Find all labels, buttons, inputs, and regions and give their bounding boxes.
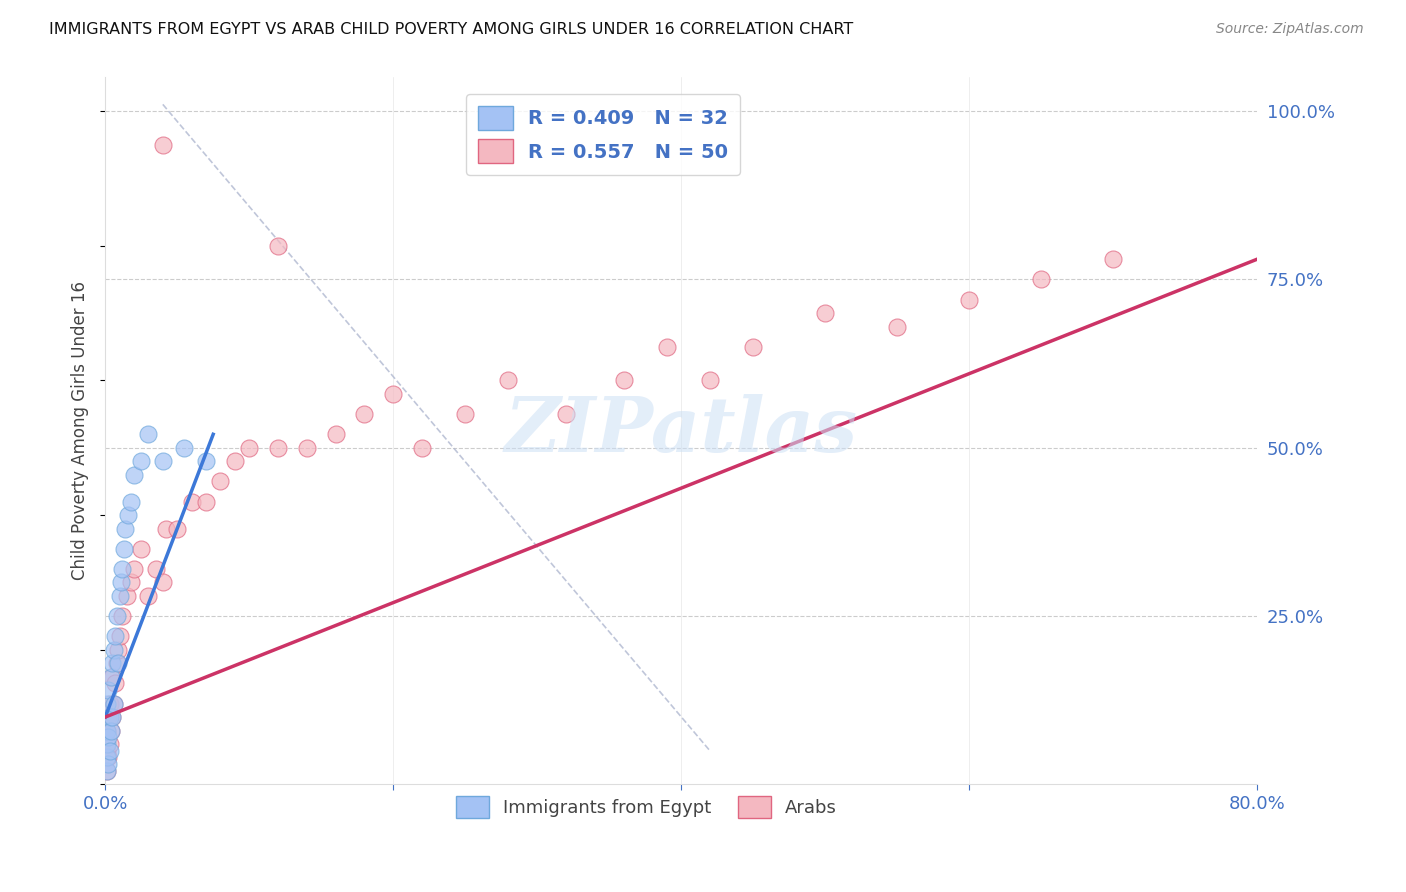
Point (122, 562, 145, 576)
Point (96, 723, 118, 738)
Point (100, 670, 122, 684)
Point (110, 575, 132, 590)
Text: ZIPatlas: ZIPatlas (505, 394, 858, 468)
Point (120, 494, 142, 508)
Point (122, 467, 145, 482)
Point (155, 522, 177, 536)
Point (742, 340, 765, 354)
Point (382, 387, 405, 401)
Point (104, 629, 127, 643)
Point (886, 319, 908, 334)
Point (97, 710, 120, 724)
Point (96, 737, 118, 751)
Point (173, 441, 195, 455)
Point (454, 407, 477, 421)
Point (1102, 252, 1125, 267)
Point (699, 373, 721, 387)
Point (325, 427, 347, 442)
Text: Source: ZipAtlas.com: Source: ZipAtlas.com (1216, 22, 1364, 37)
Point (105, 657, 128, 671)
Point (100, 723, 122, 738)
Point (152, 137, 174, 152)
Point (267, 441, 290, 455)
Point (612, 373, 634, 387)
Point (209, 475, 232, 489)
Point (655, 340, 678, 354)
Point (138, 427, 160, 442)
Point (555, 407, 578, 421)
Point (108, 589, 131, 603)
Point (224, 454, 246, 468)
Point (152, 454, 174, 468)
Point (98, 697, 121, 711)
Point (98, 737, 121, 751)
Point (353, 407, 375, 421)
Y-axis label: Child Poverty Among Girls Under 16: Child Poverty Among Girls Under 16 (72, 282, 89, 581)
Point (97, 731, 120, 745)
Point (195, 454, 218, 468)
Point (145, 562, 167, 576)
Point (96, 764, 118, 778)
Point (112, 541, 135, 556)
Point (117, 508, 139, 522)
Point (96, 744, 118, 758)
Point (96, 723, 118, 738)
Point (97, 683, 120, 698)
Point (1029, 272, 1052, 286)
Point (115, 589, 138, 603)
Point (96, 750, 118, 764)
Point (103, 697, 125, 711)
Point (103, 697, 125, 711)
Point (238, 441, 260, 455)
Point (195, 494, 218, 508)
Point (97, 750, 120, 764)
Point (98, 710, 121, 724)
Point (101, 670, 124, 684)
Point (111, 609, 134, 624)
Point (108, 629, 131, 643)
Point (267, 239, 290, 253)
Point (105, 609, 128, 624)
Point (107, 642, 129, 657)
Point (97, 757, 120, 772)
Point (814, 306, 837, 320)
Point (107, 657, 129, 671)
Point (100, 723, 122, 738)
Point (411, 441, 433, 455)
Legend: Immigrants from Egypt, Arabs: Immigrants from Egypt, Arabs (449, 789, 845, 825)
Point (104, 676, 127, 690)
Point (98, 744, 121, 758)
Point (103, 642, 125, 657)
Point (114, 522, 136, 536)
Point (96, 764, 118, 778)
Text: IMMIGRANTS FROM EGYPT VS ARAB CHILD POVERTY AMONG GIRLS UNDER 16 CORRELATION CHA: IMMIGRANTS FROM EGYPT VS ARAB CHILD POVE… (49, 22, 853, 37)
Point (101, 710, 124, 724)
Point (166, 522, 188, 536)
Point (138, 589, 160, 603)
Point (96, 697, 118, 711)
Point (180, 494, 202, 508)
Point (152, 575, 174, 590)
Point (101, 657, 124, 671)
Point (101, 710, 124, 724)
Point (111, 562, 134, 576)
Point (120, 575, 142, 590)
Point (295, 441, 318, 455)
Point (129, 541, 152, 556)
Point (129, 454, 152, 468)
Point (957, 293, 980, 307)
Point (498, 373, 520, 387)
